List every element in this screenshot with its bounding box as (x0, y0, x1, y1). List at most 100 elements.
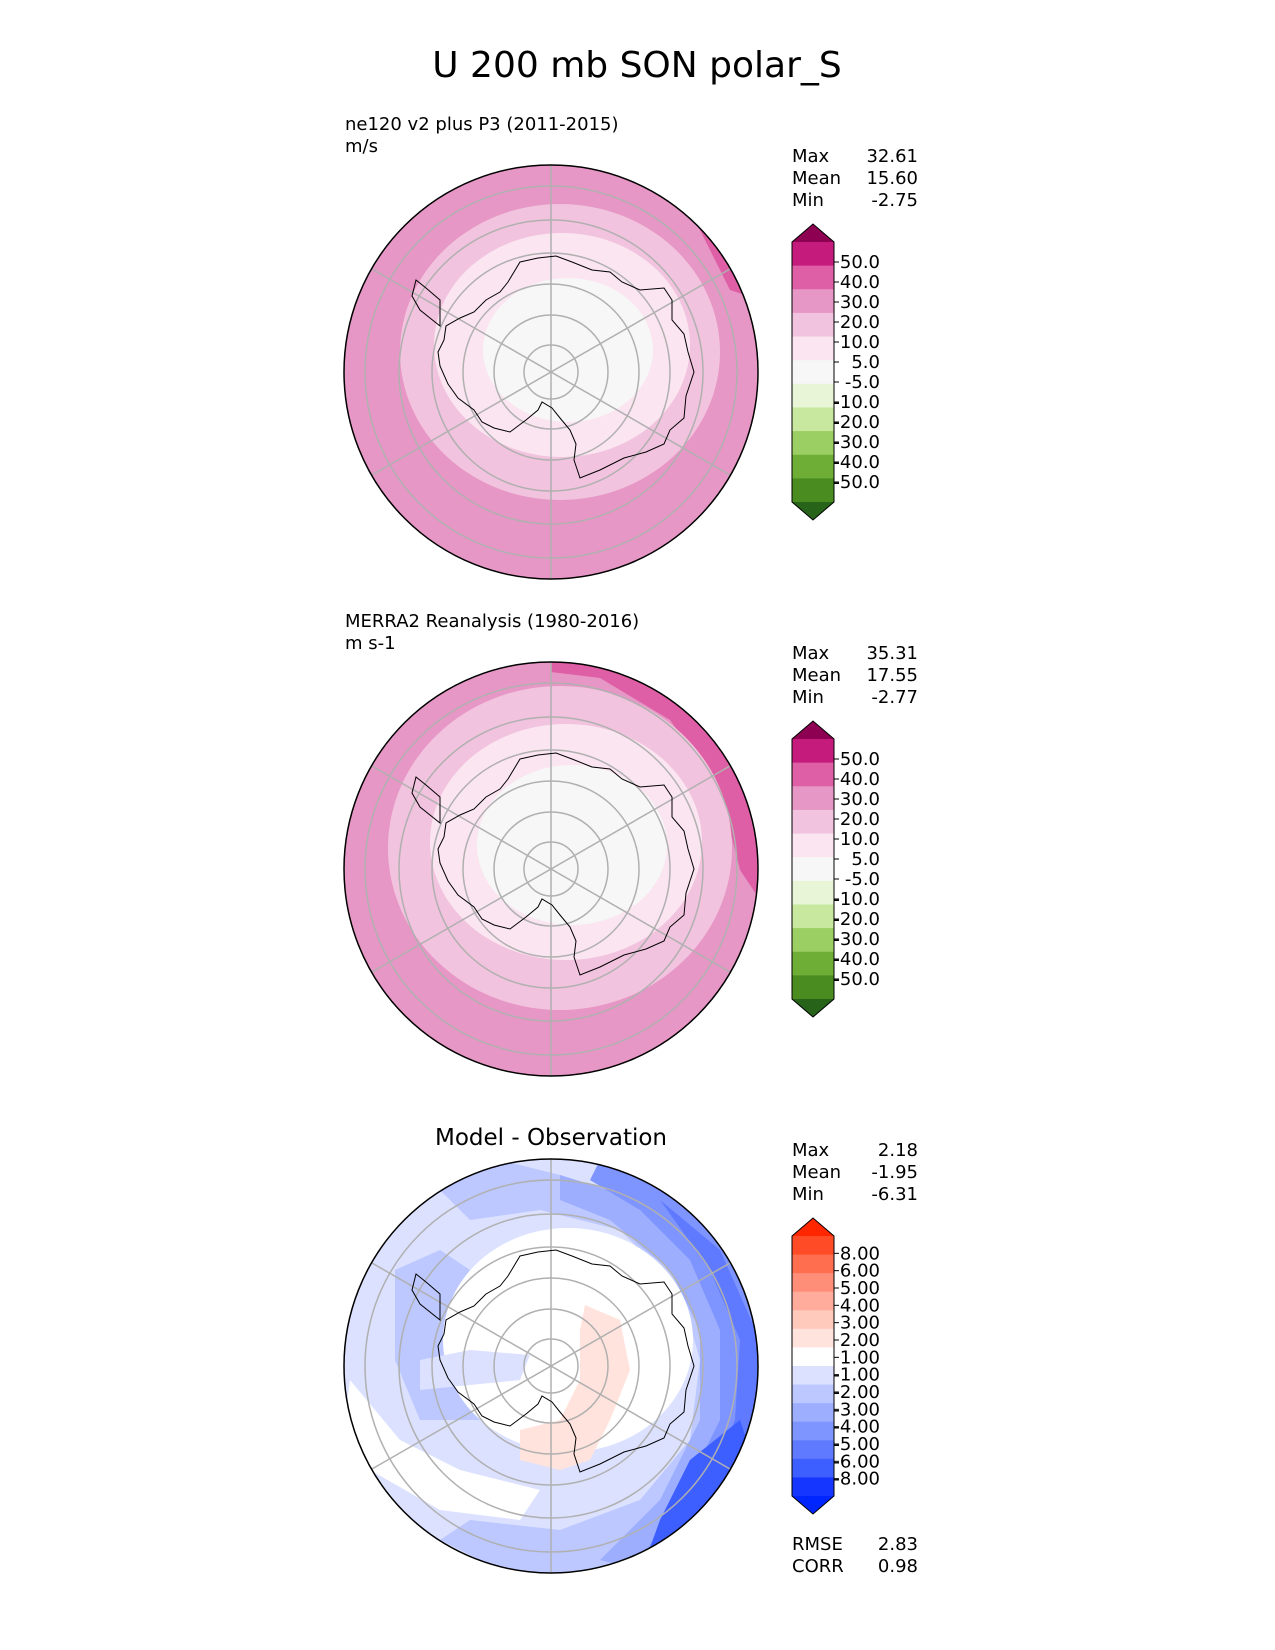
stat-mean-value: 17.55 (866, 665, 918, 686)
colorbar-tick-label: -30.0 (833, 929, 880, 950)
colorbar-segment (792, 1403, 834, 1423)
colorbar-segment (792, 762, 834, 787)
figure-title: U 200 mb SON polar_S (432, 45, 841, 86)
colorbar-tick-label: 1.00 (840, 1347, 880, 1368)
colorbar-segment (792, 1328, 834, 1348)
colorbar-tick-label: -5.0 (845, 869, 880, 890)
colorbar-tick-label: 2.00 (840, 1330, 880, 1351)
colorbar-segment (792, 880, 834, 905)
colorbar-tick-label: 50.0 (840, 749, 880, 770)
colorbar-segment (792, 1477, 834, 1497)
colorbar-segment (792, 1347, 834, 1367)
colorbar-tick-label: 40.0 (840, 272, 880, 293)
colorbar-tick-label: -1.00 (833, 1365, 880, 1386)
colorbar-segment (792, 383, 834, 408)
colorbar-segment (792, 265, 834, 290)
colorbar-tick-label: 10.0 (840, 829, 880, 850)
colorbar-tick-label: -50.0 (833, 472, 880, 493)
stat-max-label: Max (792, 1140, 830, 1161)
colorbar-tick-label: -4.00 (833, 1417, 880, 1438)
panel-reanalysis-title: MERRA2 Reanalysis (1980-2016) (345, 611, 639, 632)
corr-label: CORR (792, 1556, 844, 1577)
panel-reanalysis-gridlines (364, 662, 738, 1076)
colorbar-outline (791, 223, 835, 521)
colorbar-tick-label: 40.0 (840, 769, 880, 790)
stat-max-value: 35.31 (866, 643, 918, 664)
colorbar-tick-label: -3.00 (833, 1399, 880, 1420)
colorbar-tick-label: 6.00 (840, 1261, 880, 1282)
colorbar-tick-label: 50.0 (840, 252, 880, 273)
panel-model: ne120 v2 plus P3 (2011-2015) m/s Max 32.… (343, 114, 918, 580)
colorbar-segment (792, 312, 834, 338)
colorbar: 8.006.005.004.003.002.001.00-1.00-2.00-3… (791, 1217, 880, 1515)
map-boundary (343, 164, 759, 580)
panel-difference-title: Model - Observation (435, 1125, 667, 1151)
map-boundary (343, 661, 759, 1077)
antarctica-coastline (411, 1249, 695, 1473)
colorbar-segment (792, 1458, 834, 1478)
colorbar-segment (792, 1236, 834, 1256)
colorbar-segment (792, 431, 834, 456)
rmse-label: RMSE (792, 1534, 843, 1555)
colorbar-segment (792, 809, 834, 835)
panel-reanalysis: MERRA2 Reanalysis (1980-2016) m s-1 Max … (343, 611, 918, 1077)
colorbar-extend-bottom (792, 999, 834, 1017)
stat-mean-value: 15.60 (866, 168, 918, 189)
colorbar-tick-label: 30.0 (840, 789, 880, 810)
colorbar-segment (792, 1366, 834, 1386)
panel-difference-map (344, 1159, 758, 1573)
colorbar-tick-label: 5.0 (851, 849, 880, 870)
colorbar-segment (792, 478, 834, 503)
colorbar-tick-label: -10.0 (833, 392, 880, 413)
colorbar: 50.040.030.020.010.05.0-5.0-10.0-20.0-30… (791, 720, 880, 1018)
colorbar-segment (792, 336, 834, 361)
stat-mean-value: -1.95 (871, 1162, 918, 1183)
stat-min-value: -2.75 (871, 190, 918, 211)
colorbar-tick-label: -6.00 (833, 1451, 880, 1472)
panel-model-gridlines (364, 165, 738, 579)
stat-min-label: Min (792, 1184, 824, 1205)
colorbar-outline (791, 720, 835, 1018)
colorbar-tick-label: 20.0 (840, 809, 880, 830)
colorbar-tick-label: -50.0 (833, 969, 880, 990)
colorbar-segment (792, 1273, 834, 1293)
rmse-value: 2.83 (878, 1534, 918, 1555)
colorbar-segment (792, 928, 834, 953)
colorbar-extend-bottom (792, 1496, 834, 1514)
field-band-30-40 (551, 662, 758, 900)
colorbar-outline (791, 1217, 835, 1515)
colorbar-tick-label: 10.0 (840, 332, 880, 353)
field-band-minus1-1 (443, 1228, 693, 1452)
colorbar-tick-label: 5.00 (840, 1278, 880, 1299)
colorbar-segment (792, 1440, 834, 1460)
colorbar-segment (792, 1384, 834, 1404)
colorbar-segment (792, 1310, 834, 1330)
colorbar: 50.040.030.020.010.05.0-5.0-10.0-20.0-30… (791, 223, 880, 521)
colorbar-segment (792, 454, 834, 479)
colorbar-tick-label: -20.0 (833, 909, 880, 930)
colorbar-segment (792, 739, 834, 764)
colorbar-segment (792, 1254, 834, 1274)
colorbar-tick-label: -5.0 (845, 372, 880, 393)
panel-difference-gridlines (364, 1159, 738, 1573)
panel-model-units: m/s (345, 136, 378, 157)
colorbar-tick-label: 30.0 (840, 292, 880, 313)
colorbar-extend-top (792, 1218, 834, 1236)
stat-min-label: Min (792, 687, 824, 708)
field-band-minus1-1 (345, 1380, 540, 1520)
stat-min-value: -6.31 (871, 1184, 918, 1205)
panel-model-map (344, 165, 758, 579)
colorbar-tick-label: 8.00 (840, 1243, 880, 1264)
stat-min-label: Min (792, 190, 824, 211)
colorbar-segment (792, 1291, 834, 1311)
colorbar-tick-label: 5.0 (851, 352, 880, 373)
stat-mean-label: Mean (792, 168, 841, 189)
panel-model-title: ne120 v2 plus P3 (2011-2015) (345, 114, 619, 135)
colorbar-tick-label: 20.0 (840, 312, 880, 333)
colorbar-segment (792, 1421, 834, 1441)
colorbar-segment (792, 360, 834, 385)
stat-max-label: Max (792, 146, 830, 167)
stat-max-label: Max (792, 643, 830, 664)
colorbar-tick-label: -2.00 (833, 1382, 880, 1403)
